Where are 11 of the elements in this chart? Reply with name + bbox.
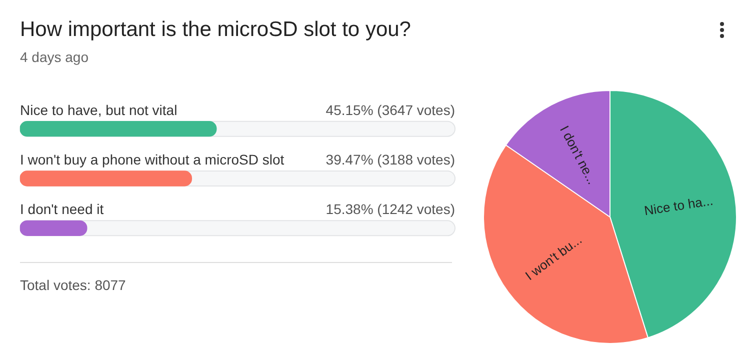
chart-title: How important is the microSD slot to you? — [20, 18, 411, 42]
y-tick-label: I don't need it — [20, 201, 104, 218]
slice-label: Nice to ha... — [643, 192, 714, 218]
y-tick-label: Nice to have, but not vital — [20, 102, 178, 118]
y-tick-label: I won't buy a phone without a microSD slot — [20, 152, 284, 168]
data-label: 39.47% (3188 votes) — [326, 152, 455, 168]
text: Total votes: 8077 — [20, 262, 452, 293]
slice-label: I don't ne... — [557, 123, 600, 187]
data-label: 45.15% (3647 votes) — [326, 102, 455, 118]
data-label: 15.38% (1242 votes) — [326, 201, 455, 218]
chart-subtitle: 4 days ago — [20, 49, 88, 65]
